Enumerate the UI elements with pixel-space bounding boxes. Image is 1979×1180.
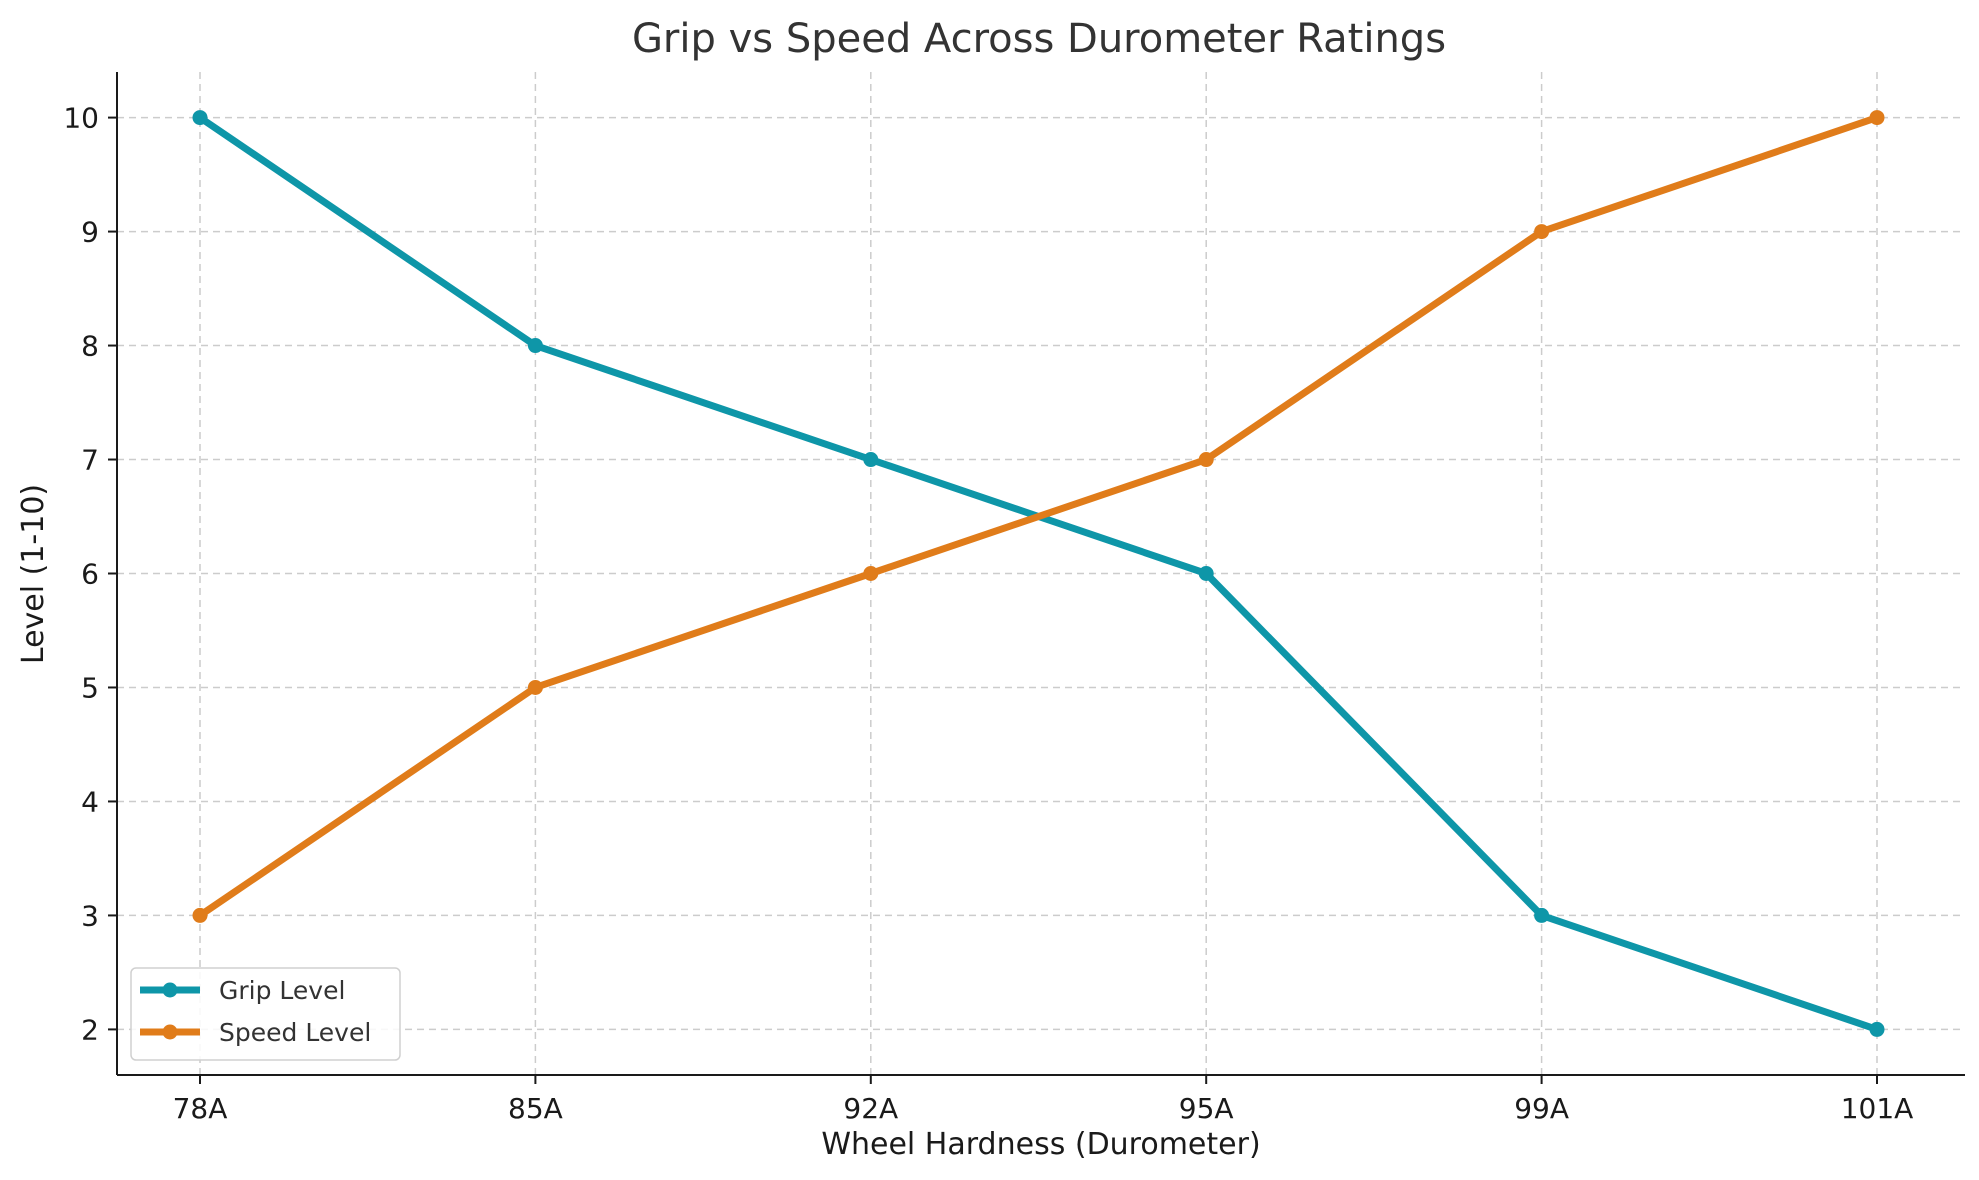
data-point-speed-level bbox=[527, 679, 543, 695]
legend-label-speed-level: Speed Level bbox=[219, 1018, 371, 1047]
data-point-grip-level bbox=[192, 110, 208, 126]
series-speed-level bbox=[192, 110, 1885, 923]
y-tick-label: 6 bbox=[81, 558, 99, 591]
series-lines bbox=[192, 110, 1885, 1037]
y-tick-label: 7 bbox=[81, 444, 99, 477]
series-line-grip-level bbox=[198, 114, 1879, 1033]
legend-label-grip-level: Grip Level bbox=[219, 976, 345, 1005]
y-tick-label: 5 bbox=[81, 671, 99, 704]
chart-title: Grip vs Speed Across Durometer Ratings bbox=[632, 16, 1446, 62]
series-line-speed-level bbox=[198, 114, 1879, 919]
data-point-speed-level bbox=[1869, 110, 1885, 126]
data-point-grip-level bbox=[1534, 907, 1550, 923]
legend-marker-speed-level bbox=[162, 1024, 178, 1040]
y-tick-label: 8 bbox=[81, 330, 99, 363]
x-tick-label: 95A bbox=[1179, 1092, 1234, 1125]
x-tick-label: 78A bbox=[173, 1092, 228, 1125]
y-axis-label: Level (1-10) bbox=[16, 484, 51, 664]
x-tick-label: 101A bbox=[1841, 1092, 1914, 1125]
data-point-speed-level bbox=[1534, 224, 1550, 240]
data-point-grip-level bbox=[527, 338, 543, 354]
data-point-speed-level bbox=[863, 566, 879, 581]
data-point-grip-level bbox=[1869, 1021, 1885, 1037]
y-tick-label: 2 bbox=[81, 1013, 99, 1046]
y-tick-label: 3 bbox=[81, 899, 99, 932]
y-tick-label: 9 bbox=[81, 216, 99, 249]
data-point-speed-level bbox=[192, 907, 208, 923]
data-point-grip-level bbox=[1198, 566, 1214, 581]
legend: Grip Level Speed Level bbox=[130, 967, 401, 1061]
data-point-speed-level bbox=[1198, 452, 1214, 468]
tick-labels: 78A 85A 92A 95A 99A 101A 2 3 4 5 6 7 8 9 10 bbox=[63, 102, 1913, 1125]
legend-marker-grip-level bbox=[162, 982, 178, 998]
grid-lines bbox=[117, 72, 1965, 1075]
y-tick-label: 10 bbox=[63, 102, 99, 135]
x-tick-label: 99A bbox=[1514, 1092, 1569, 1125]
x-tick-label: 92A bbox=[843, 1092, 898, 1125]
data-point-grip-level bbox=[863, 452, 879, 468]
x-axis-label: Wheel Hardness (Durometer) bbox=[821, 1127, 1260, 1162]
x-tick-label: 85A bbox=[508, 1092, 563, 1125]
y-tick-label: 4 bbox=[81, 785, 99, 818]
